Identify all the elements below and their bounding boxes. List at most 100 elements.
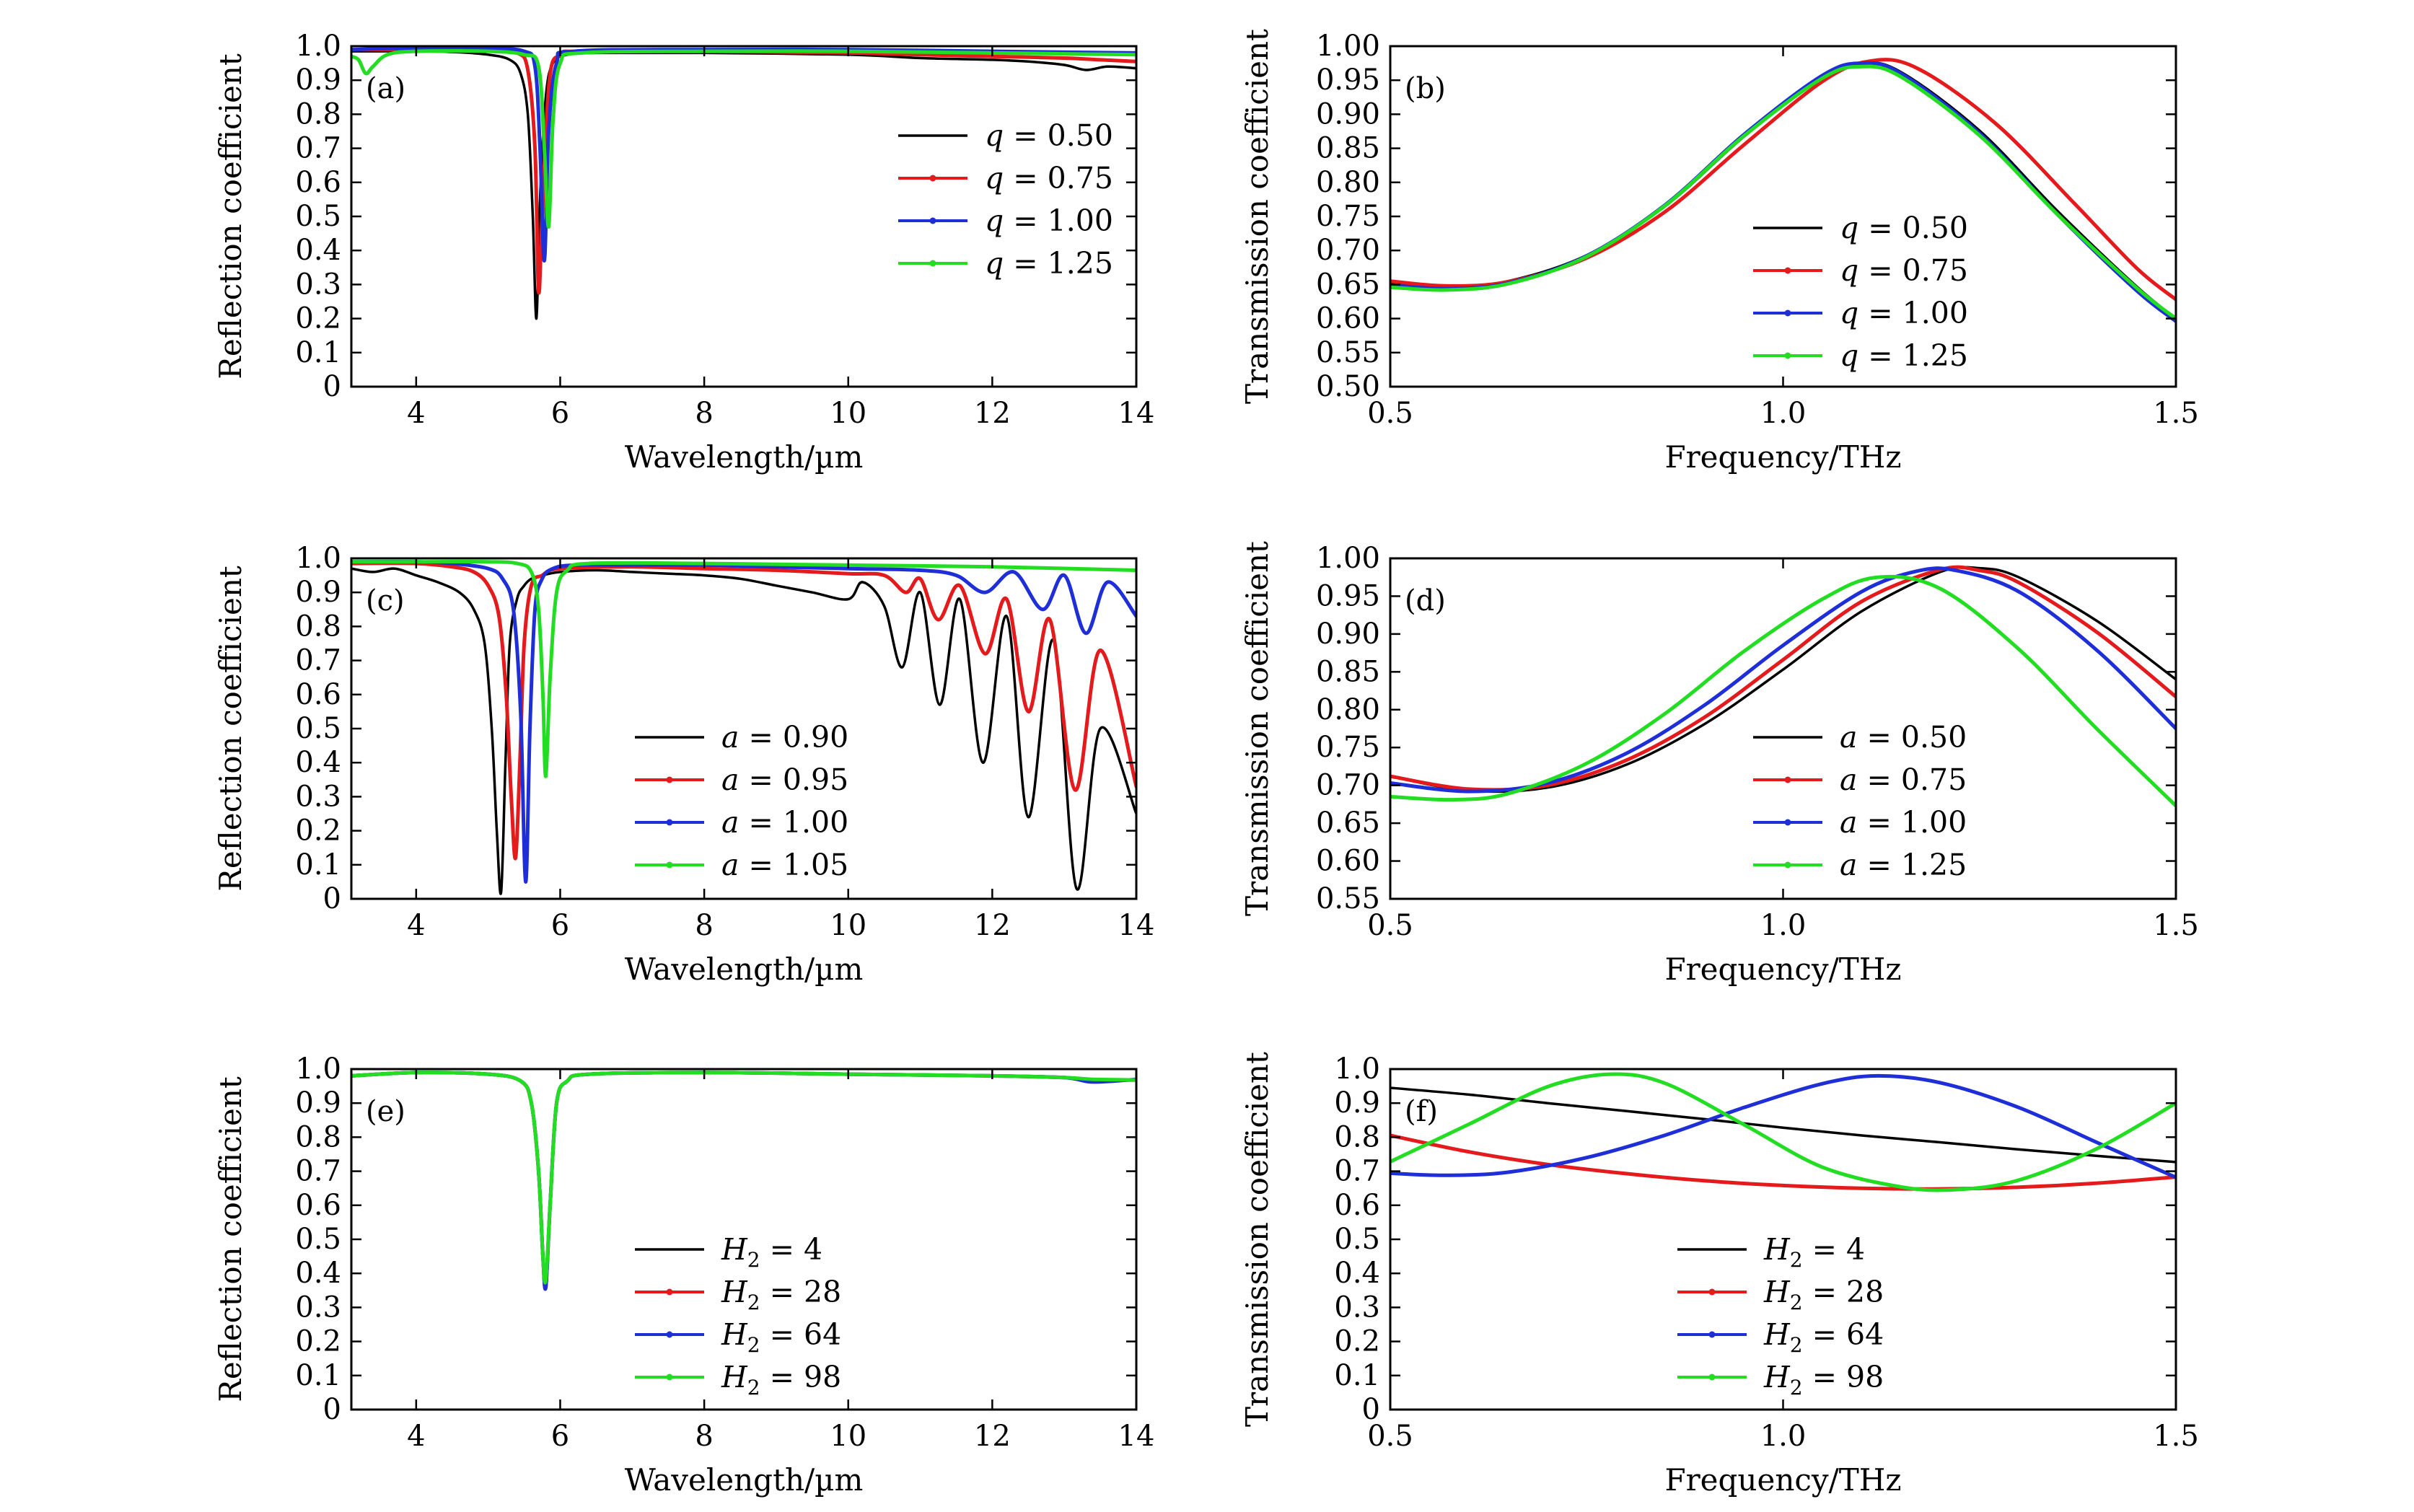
legend-marker-green <box>666 861 673 869</box>
legend-label: q = 0.75 <box>1840 253 1968 288</box>
x-tick-label: 14 <box>1118 1420 1155 1453</box>
y-tick-label: 0.8 <box>295 1120 341 1153</box>
y-tick-label: 0.60 <box>1316 302 1380 335</box>
legend-marker-blue <box>666 819 673 826</box>
y-tick-label: 0 <box>323 1393 341 1426</box>
legend-label: H2 = 64 <box>1763 1317 1884 1357</box>
y-tick-label: 0.4 <box>295 1257 341 1290</box>
legend-label: H2 = 98 <box>721 1360 841 1399</box>
y-tick-label: 0.2 <box>1334 1325 1380 1358</box>
x-axis-label: Wavelength/µm <box>625 1462 864 1498</box>
y-tick-label: 0.3 <box>1334 1291 1380 1324</box>
y-tick-label: 0.95 <box>1316 579 1380 612</box>
x-tick-label: 14 <box>1118 397 1155 430</box>
y-tick-label: 1.00 <box>1316 30 1380 63</box>
legend-marker-blue <box>1784 819 1791 826</box>
x-axis-label: Frequency/THz <box>1664 439 1901 475</box>
legend-label: a = 1.05 <box>721 848 848 882</box>
legend-marker-red <box>1784 267 1791 274</box>
series-group <box>1390 1072 2176 1192</box>
x-tick-label: 8 <box>695 1420 713 1453</box>
legend-label: q = 1.00 <box>1840 296 1968 330</box>
y-tick-label: 0.5 <box>295 200 341 233</box>
legend-marker-red <box>1784 776 1791 783</box>
series-line-red <box>1390 565 2176 792</box>
panel-b: 0.5 1.0 1.5 0.500.550.600.650.700.750.800.8… <box>1239 29 2199 475</box>
y-tick-label: 0 <box>323 882 341 915</box>
series-line-black <box>1390 566 2176 794</box>
y-axis-label: Reflection coefficient <box>213 566 248 892</box>
y-tick-label: 1.0 <box>295 1052 341 1086</box>
legend: a = 0.90 a = 0.95 a = 1.00 a = 1.05 <box>635 720 848 882</box>
legend-label: a = 1.00 <box>721 805 848 840</box>
x-tick-label: 1.5 <box>2153 909 2199 942</box>
y-tick-label: 0.4 <box>295 746 341 779</box>
x-tick-label: 4 <box>407 397 425 430</box>
legend-marker-blue <box>1708 1331 1716 1338</box>
series-line-black <box>1390 1086 2176 1164</box>
y-tick-label: 0.8 <box>295 97 341 131</box>
y-tick-label: 0.3 <box>295 780 341 813</box>
y-tick-label: 0.85 <box>1316 132 1380 165</box>
legend-label: a = 0.95 <box>721 762 848 797</box>
y-axis-label: Transmission coefficient <box>1239 1052 1275 1427</box>
y-tick-label: 0.9 <box>1334 1086 1380 1120</box>
panel-f: 0.5 1.0 1.500.10.20.30.40.50.60.70.80.91.0… <box>1239 1052 2199 1498</box>
x-tick-label: 1.5 <box>2153 1420 2199 1453</box>
legend-label: a = 0.50 <box>1840 720 1967 755</box>
series-line-green <box>1390 574 2176 808</box>
legend-marker-blue <box>929 217 936 224</box>
y-tick-label: 0.65 <box>1316 268 1380 301</box>
legend: q = 0.50 q = 0.75 q = 1.00 q = 1.25 <box>898 118 1113 281</box>
y-tick-label: 0.1 <box>295 336 341 369</box>
panel-e: 4 6 8 10 12 14 00.10.20.30.40.50.60.70.80.91.0… <box>213 1052 1154 1498</box>
x-tick-label: 10 <box>830 397 866 430</box>
legend-marker-green <box>929 260 936 267</box>
x-tick-label: 0.5 <box>1367 1420 1413 1453</box>
x-tick-label: 8 <box>695 397 713 430</box>
y-tick-label: 0.65 <box>1316 806 1380 840</box>
series-group <box>351 1071 1136 1291</box>
x-tick-label: 6 <box>551 909 569 942</box>
y-tick-label: 0.8 <box>295 610 341 643</box>
y-tick-label: 0.85 <box>1316 655 1380 688</box>
y-tick-label: 0.1 <box>295 1359 341 1392</box>
series-line-red <box>1390 58 2176 302</box>
legend-marker-green <box>1784 352 1791 359</box>
y-tick-label: 0.6 <box>295 166 341 199</box>
panel-d: 0.5 1.0 1.5 0.55 0.60 0.65 0.70 0.75 0.80 0.85 0.9… <box>1239 541 2199 987</box>
series-group <box>351 46 1136 320</box>
y-tick-label: 0.7 <box>295 644 341 677</box>
y-tick-label: 0.3 <box>295 268 341 301</box>
legend-label: H2 = 98 <box>1763 1360 1884 1399</box>
y-tick-label: 0.6 <box>295 678 341 711</box>
y-tick-label: 0.2 <box>295 814 341 848</box>
y-tick-label: 1.00 <box>1316 542 1380 575</box>
y-axis-label: Transmission coefficient <box>1239 541 1275 916</box>
y-tick-label: 0.70 <box>1316 234 1380 267</box>
y-tick-label: 0.7 <box>295 132 341 165</box>
x-tick-label: 6 <box>551 397 569 430</box>
y-tick-label: 0.9 <box>295 576 341 609</box>
y-tick-label: 0.80 <box>1316 166 1380 199</box>
x-tick-label: 12 <box>974 909 1011 942</box>
legend-label: H2 = 4 <box>1763 1232 1865 1272</box>
y-tick-label: 0.90 <box>1316 97 1380 131</box>
y-tick-label: 1.0 <box>295 542 341 575</box>
y-tick-label: 0.9 <box>295 63 341 97</box>
legend-marker-red <box>666 1288 673 1296</box>
x-axis-label: Wavelength/µm <box>625 951 864 987</box>
x-tick-label: 4 <box>407 1420 425 1453</box>
legend-label: H2 = 28 <box>1763 1275 1884 1314</box>
y-tick-label: 0.2 <box>295 1325 341 1358</box>
panel-tag: (a) <box>366 72 405 105</box>
legend-label: a = 1.00 <box>1840 805 1967 840</box>
legend-label: a = 0.90 <box>721 720 848 755</box>
y-tick-label: 0.4 <box>295 234 341 267</box>
x-tick-label: 4 <box>407 909 425 942</box>
legend-label: q = 0.50 <box>985 118 1113 153</box>
y-tick-label: 0.5 <box>295 712 341 745</box>
series-line-green <box>1390 1072 2176 1192</box>
series-line-green <box>351 560 1136 778</box>
